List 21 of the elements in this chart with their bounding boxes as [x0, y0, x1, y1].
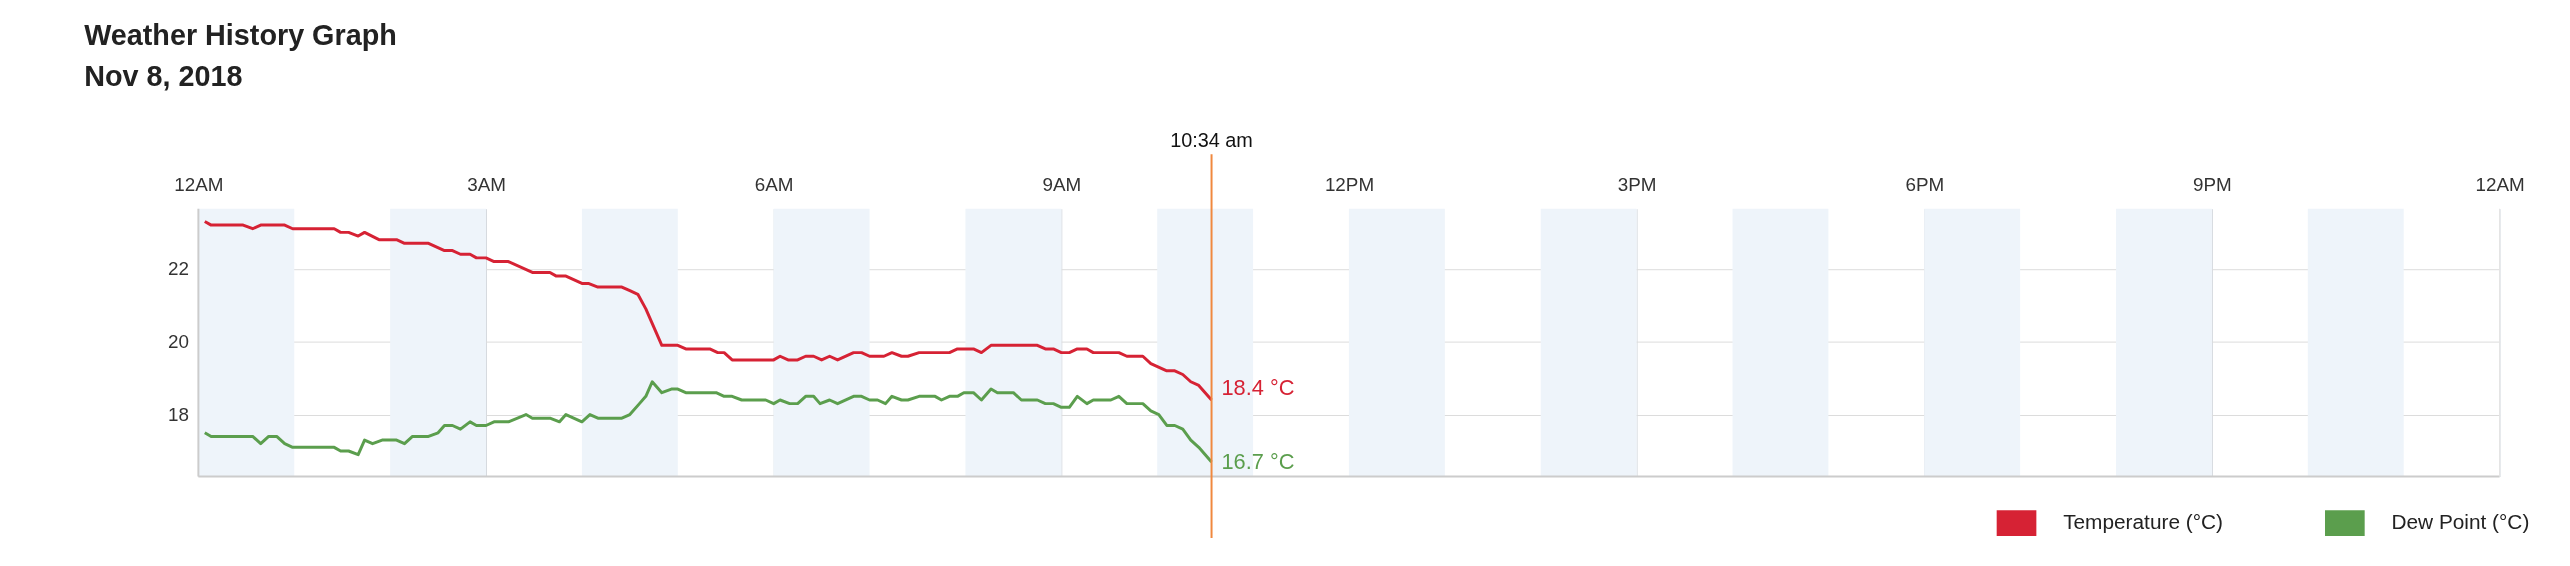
- x-tick-label: 6PM: [1905, 174, 1945, 196]
- x-tick-label: 3PM: [1617, 174, 1657, 196]
- x-tick-label: 9PM: [2193, 174, 2232, 196]
- line-series: [203, 380, 1214, 464]
- x-tick-label: 12AM: [174, 174, 224, 196]
- x-tick-label: 3AM: [467, 174, 506, 196]
- chart-title: Weather History Graph: [84, 19, 397, 52]
- y-tick-label: 20: [168, 331, 189, 353]
- ref-line-label: 10:34 am: [1170, 129, 1253, 152]
- annotation: 16.7 °C: [1221, 448, 1295, 474]
- chart-subtitle: Nov 8, 2018: [84, 59, 243, 92]
- y-tick-label: 22: [168, 258, 189, 280]
- line-series: [203, 219, 1214, 402]
- x-tick-label: 9AM: [1042, 174, 1082, 196]
- x-tick-label: 6AM: [754, 174, 794, 196]
- legend-label: Dew Point (°C): [2391, 510, 2530, 534]
- y-tick-label: 18: [168, 404, 189, 426]
- legend-label: Temperature (°C): [2063, 510, 2223, 534]
- x-tick-label: 12PM: [1324, 174, 1375, 196]
- x-tick-label: 12AM: [2475, 174, 2525, 196]
- annotation: 18.4 °C: [1221, 375, 1295, 401]
